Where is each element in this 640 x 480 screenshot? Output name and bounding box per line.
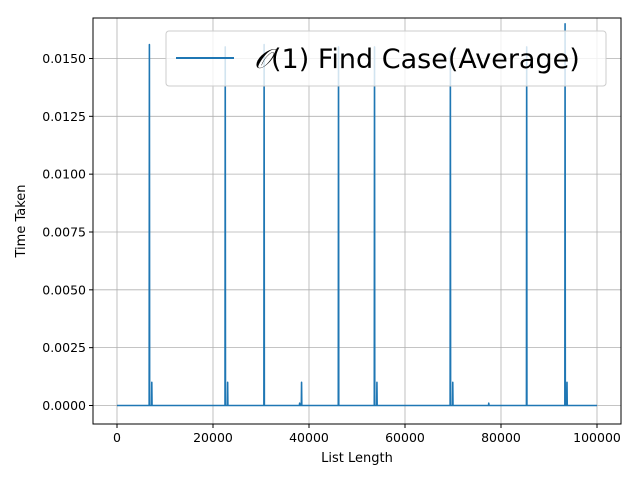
y-tick-label: 0.0075 xyxy=(42,224,86,239)
x-tick-label: 60000 xyxy=(385,430,425,445)
x-tick-label: 20000 xyxy=(193,430,233,445)
legend: 𝒪(1) Find Case(Average) xyxy=(165,30,607,87)
y-tick-label: 0.0025 xyxy=(42,340,86,355)
x-axis: 0 20000 40000 60000 80000 100000 xyxy=(113,424,621,445)
y-tick-label: 0.0000 xyxy=(42,398,86,413)
x-tick-label: 100000 xyxy=(573,430,621,445)
legend-box xyxy=(165,30,607,87)
y-tick-label: 0.0100 xyxy=(42,167,86,182)
legend-label: 𝒪(1) Find Case(Average) xyxy=(254,44,580,75)
series-line xyxy=(117,22,597,407)
legend-label-text: (1) Find Case(Average) xyxy=(271,44,580,75)
y-tick-label: 0.0050 xyxy=(42,282,86,297)
series-group xyxy=(117,22,597,407)
y-tick-label: 0.0125 xyxy=(42,109,86,124)
x-tick-label: 40000 xyxy=(289,430,329,445)
x-tick-label: 0 xyxy=(113,430,121,445)
x-axis-label: List Length xyxy=(321,451,393,466)
y-tick-label: 0.0150 xyxy=(42,51,86,66)
plot-frame xyxy=(92,17,622,425)
y-axis-label: Time Taken xyxy=(14,184,29,258)
x-tick-label: 80000 xyxy=(481,430,521,445)
y-axis: 0.0000 0.0025 0.0050 0.0075 0.0100 0.0125 0.01… xyxy=(42,51,93,413)
